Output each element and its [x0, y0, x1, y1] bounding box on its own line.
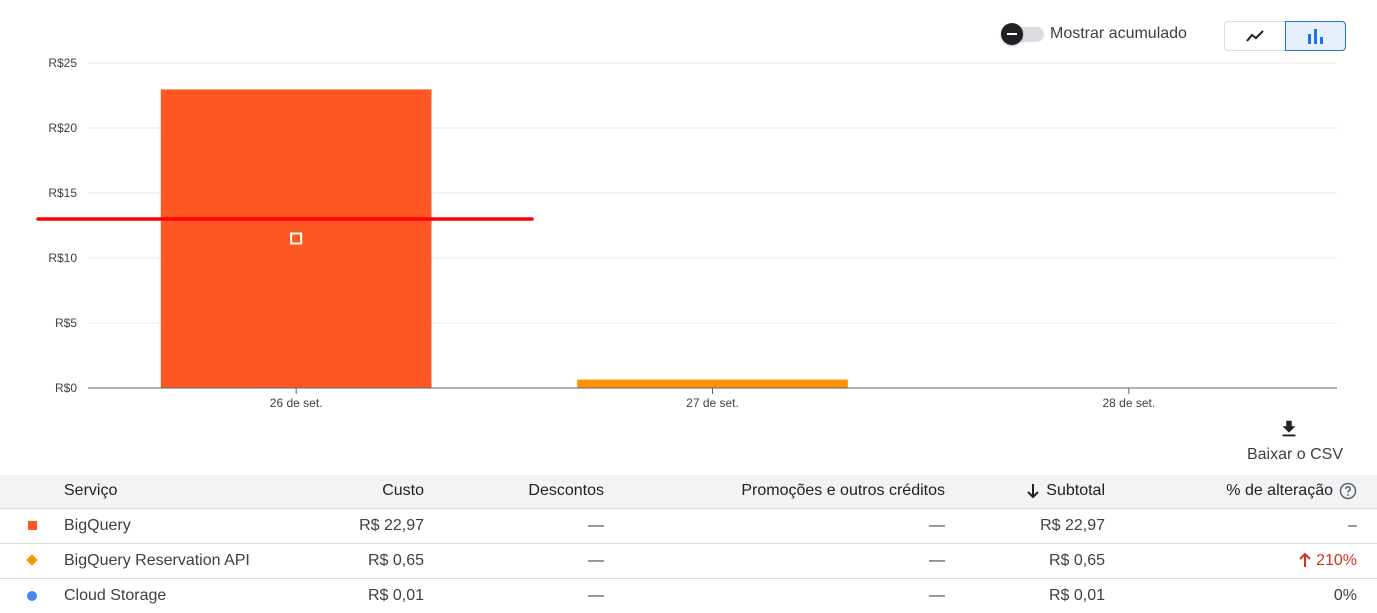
service-cell: BigQuery	[64, 516, 131, 534]
row-indicator	[0, 543, 64, 578]
y-tick-label: R$5	[55, 316, 77, 330]
change-value: 0%	[1333, 586, 1357, 604]
change-header-label: % de alteração	[1226, 482, 1333, 500]
cost-cell: R$ 0,01	[367, 586, 424, 604]
square-legend-icon	[27, 520, 37, 530]
line-chart-view-button[interactable]	[1225, 22, 1285, 50]
bar-chart-icon	[1308, 29, 1324, 44]
table-header-row: Serviço Custo Descontos Promoções e outr…	[0, 475, 1377, 508]
y-tick-label: R$20	[48, 121, 77, 135]
y-tick-label: R$10	[48, 251, 77, 265]
row-indicator	[0, 578, 64, 613]
service-column-header[interactable]: Serviço	[64, 482, 118, 500]
discounts-cell: —	[588, 516, 604, 534]
x-tick-label: 27 de set.	[686, 396, 739, 410]
hover-marker	[290, 232, 303, 245]
promotions-cell: —	[929, 516, 945, 534]
cumulative-toggle-label: Mostrar acumulado	[1050, 25, 1187, 42]
increase-arrow-icon	[1299, 552, 1311, 568]
indicator-column-header	[0, 475, 64, 508]
diamond-legend-icon	[26, 554, 38, 566]
subtotal-cell: R$ 22,97	[1040, 516, 1105, 534]
subtotal-header-label: Subtotal	[1046, 482, 1105, 500]
change-cell: –	[1105, 508, 1377, 543]
table-row[interactable]: Cloud Storage R$ 0,01 — — R$ 0,01 0%	[0, 578, 1377, 613]
discounts-cell: —	[588, 551, 604, 569]
y-tick-label: R$15	[48, 186, 77, 200]
line-chart-icon	[1245, 30, 1264, 42]
download-csv-button[interactable]: Baixar o CSV	[1240, 418, 1350, 468]
y-tick-label: R$25	[48, 56, 77, 70]
discounts-column-header[interactable]: Descontos	[528, 482, 604, 500]
chart-view-toggle-group	[1224, 21, 1346, 51]
y-tick-label: R$0	[55, 381, 77, 395]
change-cell: 0%	[1105, 578, 1377, 613]
promotions-column-header[interactable]: Promoções e outros créditos	[741, 482, 945, 500]
download-icon	[1282, 420, 1296, 437]
x-tick-label: 26 de set.	[270, 396, 323, 410]
table-row[interactable]: BigQuery R$ 22,97 — — R$ 22,97 –	[0, 508, 1377, 543]
row-indicator	[0, 508, 64, 543]
subtotal-cell: R$ 0,01	[1048, 586, 1105, 604]
table-row[interactable]: BigQuery Reservation API R$ 0,65 — — R$ 0,65…	[0, 543, 1377, 578]
service-cell: BigQuery Reservation API	[64, 551, 250, 569]
table-body: BigQuery R$ 22,97 — — R$ 22,97 – BigQuery Rese…	[0, 508, 1377, 613]
cost-column-header[interactable]: Custo	[382, 482, 424, 500]
change-column-header[interactable]: % de alteração	[1105, 475, 1377, 508]
circle-legend-icon	[27, 590, 37, 601]
toggle-knob	[1001, 23, 1023, 45]
cumulative-toggle-control: Mostrar acumulado	[1000, 20, 1187, 48]
change-value: 210%	[1316, 551, 1357, 569]
subtotal-cell: R$ 0,65	[1048, 551, 1105, 569]
sort-descending-icon	[1027, 484, 1039, 499]
service-cell: Cloud Storage	[64, 586, 167, 604]
cost-cell: R$ 22,97	[359, 516, 424, 534]
bar-chart-view-button[interactable]	[1284, 21, 1346, 51]
cost-table: Serviço Custo Descontos Promoções e outr…	[0, 475, 1377, 613]
cost-chart: R$0 R$5 R$10 R$15 R$20 R$25 26 de set. 27 de se…	[36, 56, 1337, 410]
promotions-cell: —	[929, 586, 945, 604]
help-icon[interactable]	[1339, 482, 1357, 500]
cost-cell: R$ 0,65	[367, 551, 424, 569]
bar	[160, 89, 432, 388]
cumulative-toggle[interactable]	[1000, 20, 1044, 48]
change-value: –	[1348, 516, 1357, 534]
x-tick-label: 28 de set.	[1102, 396, 1155, 410]
bar	[577, 379, 848, 388]
discounts-cell: —	[588, 586, 604, 604]
promotions-cell: —	[929, 551, 945, 569]
download-csv-label: Baixar o CSV	[1246, 446, 1344, 463]
change-cell: 210%	[1105, 543, 1377, 578]
subtotal-column-header[interactable]: Subtotal	[945, 475, 1105, 508]
